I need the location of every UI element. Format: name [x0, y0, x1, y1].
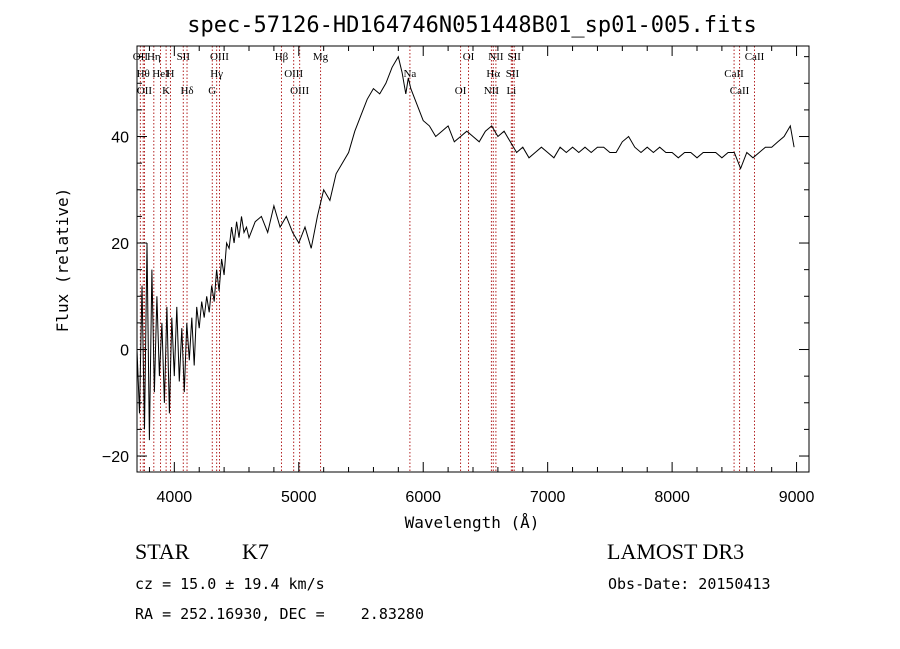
flux-line — [136, 55, 795, 441]
spectral-line-label: OI — [463, 51, 475, 63]
y-tick-label: −20 — [102, 449, 129, 466]
redshift-cz: cz = 15.0 ± 19.4 km/s — [135, 575, 325, 593]
survey-name: LAMOST DR3 — [607, 539, 744, 564]
spectral-line-label: SII — [507, 51, 521, 63]
spectral-line-label: Hδ — [180, 85, 193, 97]
spectral-line-label: CaII — [730, 85, 750, 97]
spectral-line-markers — [139, 46, 755, 472]
spectral-line-label: Li — [506, 85, 516, 97]
spectral-line-label: NII — [488, 51, 504, 63]
spectral-line-label: SII — [506, 68, 520, 80]
spectral-line-label: CaII — [745, 51, 765, 63]
spectral-line-label: Mg — [313, 51, 329, 63]
spectral-line-label: OIII — [290, 85, 309, 97]
y-axis-label: Flux (relative) — [53, 188, 72, 333]
x-tick-label: 6000 — [405, 489, 441, 506]
spectral-line-label: OIII — [284, 68, 303, 80]
y-tick-label: 40 — [111, 130, 129, 147]
obs-date: Obs-Date: 20150413 — [608, 575, 771, 593]
plot-frame — [136, 45, 810, 473]
x-axis-ticks: 4000 5000 6000 7000 8000 9000 — [148, 46, 815, 506]
x-tick-label: 8000 — [654, 489, 690, 506]
spectral-line-label: G — [208, 85, 216, 97]
star-subclass: K7 — [242, 539, 269, 564]
spectral-line-label: Na — [403, 68, 416, 80]
spectral-line-label: SII — [177, 51, 191, 63]
spectral-line-label: OIII — [210, 51, 229, 63]
spectral-line-label: Hθ — [137, 68, 150, 80]
spectral-line-labels: OIIHθOIIHηHeIKSIIHHδOIIIHγGHβOIIIOIIIMgN… — [133, 51, 765, 97]
x-tick-label: 7000 — [530, 489, 566, 506]
spectral-line-label: OII — [137, 85, 153, 97]
coordinates: RA = 252.16930, DEC = 2.83280 — [135, 605, 424, 623]
spectral-line-label: K — [162, 85, 170, 97]
x-tick-label: 9000 — [779, 489, 815, 506]
y-axis-ticks: −20 0 20 40 — [102, 56, 809, 466]
spectral-line-label: CaII — [724, 68, 744, 80]
star-class: STAR — [135, 539, 190, 564]
spectral-line-label: Hα — [486, 68, 500, 80]
x-axis-label: Wavelength (Å) — [405, 513, 540, 532]
spectral-line-label: HeI — [152, 68, 169, 80]
flux-series — [136, 55, 795, 441]
spectral-line-label: Hγ — [210, 68, 223, 80]
x-tick-label: 5000 — [281, 489, 317, 506]
spectral-line-label: H — [166, 68, 174, 80]
y-tick-label: 0 — [120, 343, 129, 360]
spectral-line-label: NII — [484, 85, 500, 97]
spectral-line-label: OI — [455, 85, 467, 97]
chart-title: spec-57126-HD164746N051448B01_sp01-005.f… — [187, 13, 757, 38]
x-tick-label: 4000 — [157, 489, 193, 506]
spectral-line-label: Hβ — [275, 51, 289, 63]
y-tick-label: 20 — [111, 236, 129, 253]
spectral-line-label: Hη — [147, 51, 161, 63]
